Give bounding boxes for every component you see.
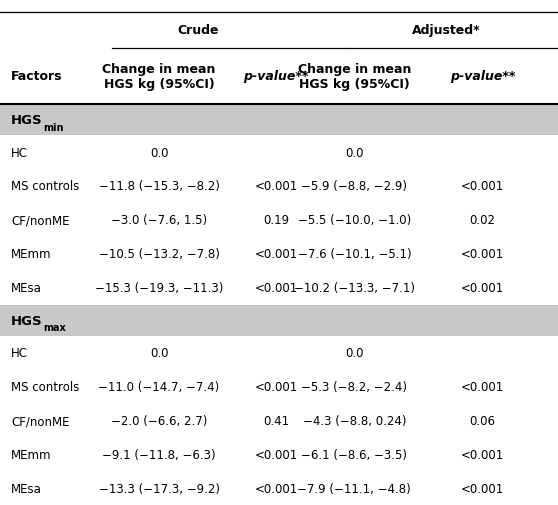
Text: <0.001: <0.001 — [461, 482, 504, 495]
Text: MS controls: MS controls — [11, 381, 80, 393]
Text: −4.3 (−8.8, 0.24): −4.3 (−8.8, 0.24) — [302, 415, 406, 427]
Text: <0.001: <0.001 — [461, 248, 504, 261]
Text: max: max — [44, 323, 66, 333]
Text: −2.0 (−6.6, 2.7): −2.0 (−6.6, 2.7) — [111, 415, 207, 427]
Text: 0.41: 0.41 — [263, 415, 289, 427]
Text: <0.001: <0.001 — [254, 248, 298, 261]
Text: <0.001: <0.001 — [254, 448, 298, 461]
Text: p-value**: p-value** — [243, 70, 309, 83]
Text: −7.6 (−10.1, −5.1): −7.6 (−10.1, −5.1) — [297, 248, 411, 261]
Text: min: min — [44, 122, 64, 132]
Text: Change in mean
HGS kg (95%CI): Change in mean HGS kg (95%CI) — [297, 63, 411, 91]
Text: MEmm: MEmm — [11, 248, 52, 261]
Text: −9.1 (−11.8, −6.3): −9.1 (−11.8, −6.3) — [102, 448, 216, 461]
Text: 0.0: 0.0 — [345, 146, 364, 159]
Text: 0.06: 0.06 — [470, 415, 496, 427]
Text: <0.001: <0.001 — [254, 180, 298, 193]
Text: <0.001: <0.001 — [461, 381, 504, 393]
Text: Change in mean
HGS kg (95%CI): Change in mean HGS kg (95%CI) — [102, 63, 216, 91]
Text: p-value**: p-value** — [450, 70, 516, 83]
Text: −3.0 (−7.6, 1.5): −3.0 (−7.6, 1.5) — [111, 214, 207, 227]
Text: MEsa: MEsa — [11, 482, 42, 495]
Text: <0.001: <0.001 — [461, 180, 504, 193]
Text: 0.02: 0.02 — [470, 214, 496, 227]
Text: CF/nonME: CF/nonME — [11, 415, 70, 427]
Text: −5.9 (−8.8, −2.9): −5.9 (−8.8, −2.9) — [301, 180, 407, 193]
Text: 0.0: 0.0 — [150, 146, 169, 159]
Text: MS controls: MS controls — [11, 180, 80, 193]
Text: HGS: HGS — [11, 314, 43, 327]
Text: −10.2 (−13.3, −7.1): −10.2 (−13.3, −7.1) — [294, 282, 415, 294]
Text: <0.001: <0.001 — [461, 282, 504, 294]
Text: −5.5 (−10.0, −1.0): −5.5 (−10.0, −1.0) — [298, 214, 411, 227]
Text: <0.001: <0.001 — [254, 282, 298, 294]
Text: HC: HC — [11, 146, 28, 159]
Text: −5.3 (−8.2, −2.4): −5.3 (−8.2, −2.4) — [301, 381, 407, 393]
Text: MEsa: MEsa — [11, 282, 42, 294]
Text: 0.0: 0.0 — [150, 347, 169, 360]
Text: CF/nonME: CF/nonME — [11, 214, 70, 227]
Text: <0.001: <0.001 — [254, 381, 298, 393]
Text: −13.3 (−17.3, −9.2): −13.3 (−17.3, −9.2) — [99, 482, 219, 495]
Text: Crude: Crude — [177, 24, 219, 37]
Text: <0.001: <0.001 — [461, 448, 504, 461]
Text: −11.8 (−15.3, −8.2): −11.8 (−15.3, −8.2) — [99, 180, 219, 193]
Text: Adjusted*: Adjusted* — [412, 24, 480, 37]
Text: 0.0: 0.0 — [345, 347, 364, 360]
Text: HC: HC — [11, 347, 28, 360]
Text: HGS: HGS — [11, 114, 43, 127]
Text: −10.5 (−13.2, −7.8): −10.5 (−13.2, −7.8) — [99, 248, 219, 261]
Bar — [0, 305, 558, 336]
Text: −7.9 (−11.1, −4.8): −7.9 (−11.1, −4.8) — [297, 482, 411, 495]
Bar — [0, 105, 558, 136]
Text: −15.3 (−19.3, −11.3): −15.3 (−19.3, −11.3) — [95, 282, 223, 294]
Text: −6.1 (−8.6, −3.5): −6.1 (−8.6, −3.5) — [301, 448, 407, 461]
Text: Factors: Factors — [11, 70, 62, 83]
Text: MEmm: MEmm — [11, 448, 52, 461]
Text: 0.19: 0.19 — [263, 214, 289, 227]
Text: <0.001: <0.001 — [254, 482, 298, 495]
Text: −11.0 (−14.7, −7.4): −11.0 (−14.7, −7.4) — [98, 381, 220, 393]
